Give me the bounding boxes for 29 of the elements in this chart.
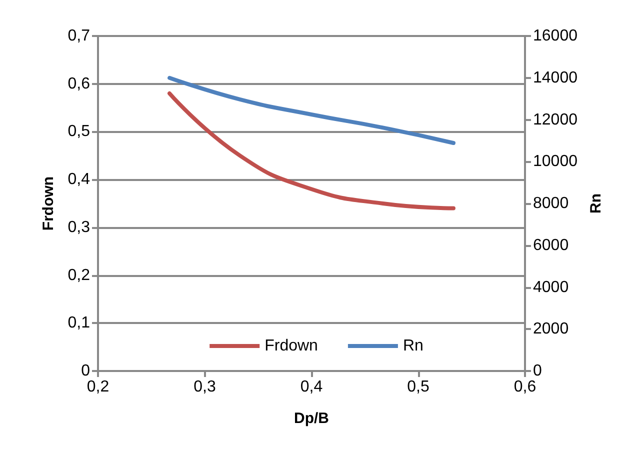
line-series bbox=[168, 76, 456, 145]
y2-tick-label: 6000 bbox=[533, 236, 569, 254]
y2-axis-title: Rn bbox=[587, 194, 604, 214]
x-tick-label: 0,6 bbox=[514, 378, 536, 396]
y2-tick-label: 2000 bbox=[533, 320, 569, 338]
y-tick-label: 0,5 bbox=[68, 123, 90, 140]
y-axis-title: Frdown bbox=[40, 176, 57, 231]
y-tick-label: 0,7 bbox=[68, 28, 90, 44]
y-tick-label: 0,3 bbox=[68, 218, 90, 236]
x-tick-label: 0,2 bbox=[86, 378, 110, 396]
y2-tick-label: 8000 bbox=[533, 195, 569, 212]
y2-tick-label: 14000 bbox=[533, 69, 578, 86]
legend-label: Frdown bbox=[264, 338, 318, 354]
y-tick-label: 0,1 bbox=[68, 314, 90, 332]
y-tick-label: 0,4 bbox=[68, 171, 90, 188]
y2-tick-label: 10000 bbox=[533, 153, 578, 170]
line-series bbox=[168, 91, 456, 210]
y2-tick-label: 0 bbox=[533, 362, 542, 380]
y-tick-label: 0,2 bbox=[68, 266, 90, 284]
y-tick-label: 0,6 bbox=[68, 75, 90, 92]
x-tick-label: 0,4 bbox=[300, 378, 323, 396]
y2-tick-label: 12000 bbox=[533, 111, 578, 128]
x-tick-label: 0,3 bbox=[194, 378, 216, 396]
y2-tick-label: 16000 bbox=[533, 28, 578, 44]
legend-label: Rn bbox=[402, 338, 424, 354]
x-axis-title: Dp/B bbox=[294, 410, 330, 427]
y-tick-label: 0 bbox=[81, 362, 90, 380]
x-tick-label: 0,5 bbox=[407, 378, 430, 396]
y2-tick-label: 4000 bbox=[533, 278, 569, 296]
